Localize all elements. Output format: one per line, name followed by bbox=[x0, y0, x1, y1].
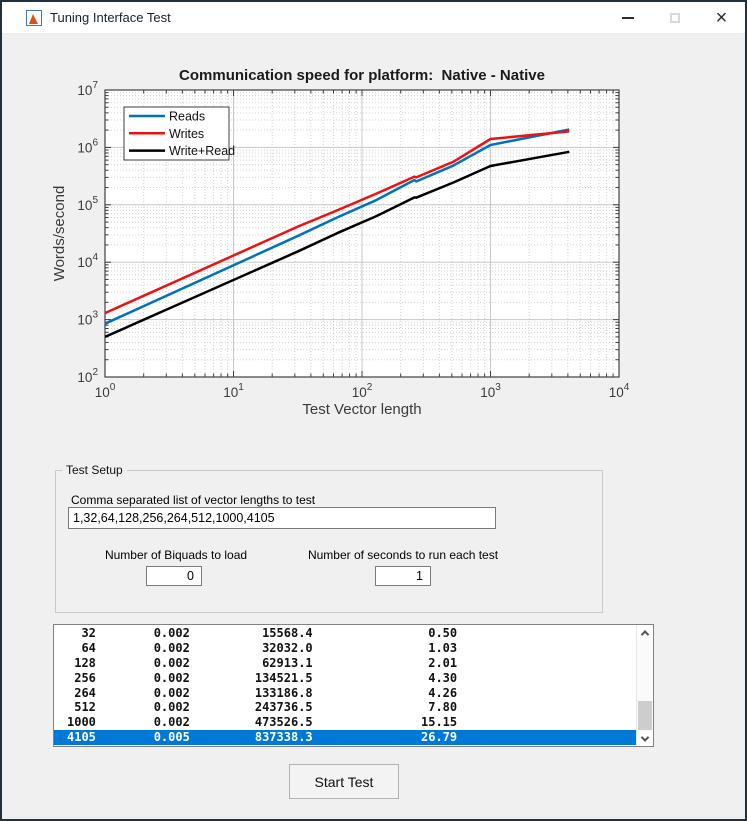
y-axis-label: Words/second bbox=[51, 186, 68, 282]
result-row[interactable]: 32 0.002 15568.4 0.50 bbox=[67, 626, 458, 640]
results-listbox[interactable]: 32 0.002 15568.4 0.50 64 0.002 32032.0 1… bbox=[53, 624, 654, 747]
series-writes bbox=[104, 130, 570, 315]
result-row[interactable]: 512 0.002 243736.5 7.80 bbox=[67, 700, 458, 715]
result-row[interactable]: 1000 0.002 473526.5 15.15 bbox=[67, 715, 458, 730]
svg-text:104: 104 bbox=[609, 382, 630, 400]
minimize-button[interactable] bbox=[604, 2, 651, 33]
result-row[interactable]: 264 0.002 133186.8 4.26 bbox=[67, 685, 458, 700]
scroll-down-button[interactable] bbox=[637, 731, 653, 746]
maximize-button[interactable] bbox=[651, 2, 698, 33]
svg-text:102: 102 bbox=[77, 367, 98, 385]
results-rows: 32 0.002 15568.4 0.50 64 0.002 32032.0 1… bbox=[54, 626, 636, 746]
svg-text:101: 101 bbox=[223, 382, 244, 400]
result-row[interactable]: 128 0.002 62913.1 2.01 bbox=[67, 655, 458, 670]
start-test-button[interactable]: Start Test bbox=[289, 764, 399, 799]
close-button[interactable]: × bbox=[698, 2, 745, 33]
legend[interactable]: Reads Writes Write+Read bbox=[123, 106, 235, 161]
matlab-figure-icon bbox=[26, 9, 42, 26]
speed-plot: 100 101 102 103 104 102 103 104 105 106 107 Communi… bbox=[51, 67, 630, 418]
biquads-label: Number of Biquads to load bbox=[104, 548, 248, 562]
result-row[interactable]: 4105 0.005 837338.3 26.79 bbox=[54, 730, 636, 746]
seconds-input[interactable] bbox=[375, 566, 431, 586]
series-write-read bbox=[104, 150, 570, 339]
window-title: Tuning Interface Test bbox=[50, 10, 171, 25]
legend-entry: Reads bbox=[169, 110, 205, 124]
group-title: Test Setup bbox=[62, 463, 127, 477]
minimize-icon bbox=[621, 16, 634, 19]
biquads-input[interactable] bbox=[146, 566, 202, 586]
svg-text:102: 102 bbox=[352, 382, 373, 400]
legend-entry: Writes bbox=[169, 127, 204, 141]
chart-area: 100 101 102 103 104 102 103 104 105 106 107 Communi… bbox=[2, 35, 745, 449]
svg-text:105: 105 bbox=[77, 195, 98, 213]
start-test-label: Start Test bbox=[314, 773, 374, 790]
test-setup-group: Test Setup Comma separated list of vecto… bbox=[55, 463, 603, 613]
seconds-label: Number of seconds to run each test bbox=[307, 548, 499, 562]
x-axis-label: Test Vector length bbox=[302, 401, 421, 418]
chevron-down-icon bbox=[640, 732, 650, 742]
chevron-up-icon bbox=[640, 629, 650, 639]
vector-list-label: Comma separated list of vector lengths t… bbox=[71, 493, 316, 507]
close-icon: × bbox=[715, 6, 728, 29]
svg-text:106: 106 bbox=[77, 137, 98, 155]
scrollbar-thumb[interactable] bbox=[638, 701, 652, 730]
window-controls: × bbox=[604, 2, 745, 33]
svg-text:104: 104 bbox=[77, 252, 98, 270]
result-row[interactable]: 256 0.002 134521.5 4.30 bbox=[67, 670, 458, 685]
svg-text:103: 103 bbox=[480, 382, 501, 400]
svg-text:100: 100 bbox=[95, 382, 116, 400]
scroll-up-button[interactable] bbox=[637, 625, 653, 640]
series-reads bbox=[104, 128, 570, 325]
title-bar: Tuning Interface Test × bbox=[2, 2, 745, 34]
chart-title: Communication speed for platform: Native… bbox=[179, 67, 545, 84]
svg-text:107: 107 bbox=[77, 80, 98, 98]
svg-text:103: 103 bbox=[77, 310, 98, 328]
vector-list-input[interactable] bbox=[68, 507, 496, 529]
result-row[interactable]: 64 0.002 32032.0 1.03 bbox=[67, 640, 458, 655]
vertical-scrollbar[interactable] bbox=[636, 625, 653, 746]
maximize-icon bbox=[669, 12, 680, 23]
legend-entry: Write+Read bbox=[169, 144, 235, 158]
